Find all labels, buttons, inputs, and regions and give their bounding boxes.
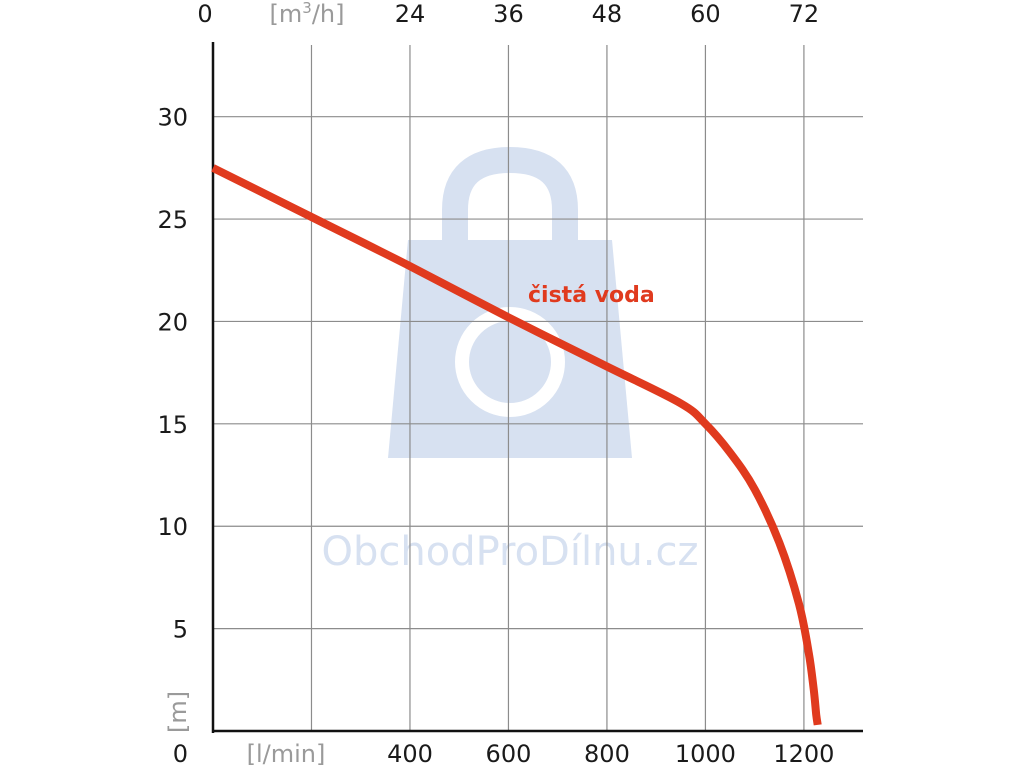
- watermark-bag-icon: [442, 146, 578, 261]
- axes: [211, 42, 863, 733]
- watermark-text: ObchodProDílnu.cz: [322, 529, 699, 575]
- grid: [213, 45, 863, 731]
- y-tick-label-20: 20: [157, 308, 188, 336]
- x-top-tick-label-36: 36: [493, 0, 524, 28]
- x-tick-label-600: 600: [486, 740, 532, 768]
- series: čistá voda: [211, 164, 822, 726]
- series-line-0: [211, 164, 822, 726]
- x-tick-label-800: 800: [584, 740, 630, 768]
- x-tick-label-400: 400: [387, 740, 433, 768]
- x-tick-label-1000: 1000: [675, 740, 736, 768]
- y-origin-label: 0: [173, 740, 188, 768]
- x-top-tick-label-60: 60: [690, 0, 721, 28]
- y-tick-label-5: 5: [173, 616, 188, 644]
- x-tick-label-1200: 1200: [773, 740, 834, 768]
- y-tick-label-25: 25: [157, 206, 188, 234]
- x-top-axis-unit-label: [m3/h]: [270, 0, 345, 28]
- x-top-origin-label: 0: [197, 0, 212, 28]
- series-label-0: čistá voda: [528, 283, 655, 308]
- y-tick-label-10: 10: [157, 513, 188, 541]
- y-tick-label-15: 15: [157, 411, 188, 439]
- x-top-tick-label-48: 48: [592, 0, 623, 28]
- x-axis-unit-label: [l/min]: [247, 740, 326, 768]
- y-tick-label-30: 30: [157, 104, 188, 132]
- watermark-bag-body: [388, 240, 632, 458]
- watermark: ObchodProDílnu.cz: [322, 146, 699, 575]
- x-top-tick-label-24: 24: [395, 0, 426, 28]
- y-axis-unit-label: [m]: [164, 691, 192, 733]
- x-top-tick-label-72: 72: [789, 0, 820, 28]
